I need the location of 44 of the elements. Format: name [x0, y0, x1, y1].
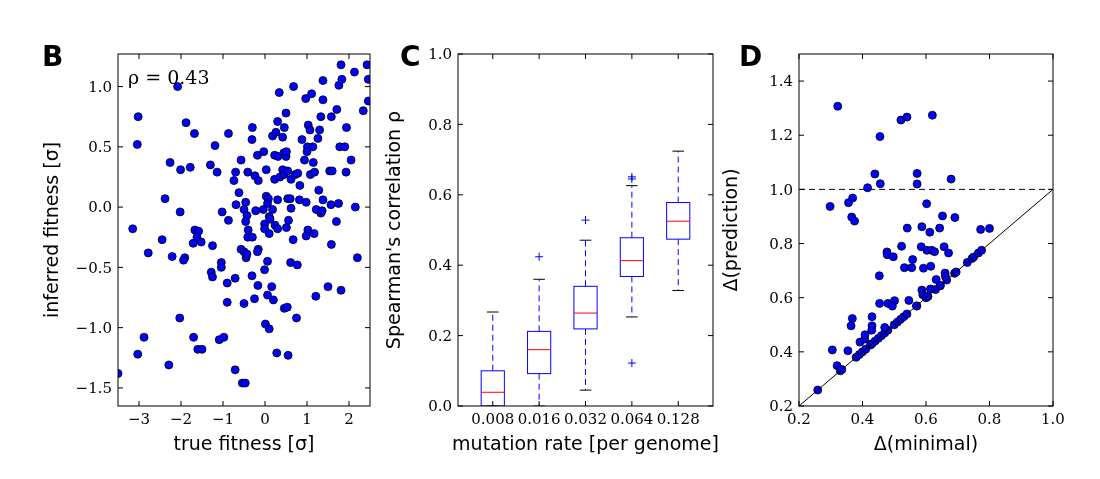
x-tick-label: 0.4 [850, 410, 875, 428]
x-tick-label: 0.6 [914, 410, 938, 428]
x-tick-label: −1 [211, 410, 235, 428]
y-tick-label: 0.4 [769, 343, 793, 362]
y-tick-label: −1.0 [75, 318, 112, 337]
y-tick-label: 0.0 [428, 397, 452, 416]
annotation: ρ = 0.43 [128, 66, 210, 88]
chart-title: C [400, 40, 421, 73]
y-tick-label: 1.0 [88, 77, 112, 96]
x-tick-label: −2 [169, 410, 193, 428]
y-tick-label: 0.0 [88, 198, 112, 217]
x-tick-label: 0.016 [517, 410, 561, 428]
x-axis-title: true fitness [σ] [173, 432, 315, 454]
y-tick-label: 0.6 [769, 288, 793, 307]
y-axis-title: Δ(prediction) [719, 168, 741, 292]
x-tick-label: 0.064 [610, 410, 654, 428]
y-tick-label: 0.5 [88, 138, 112, 157]
y-tick-label: 1.4 [769, 72, 793, 91]
chart-title: D [739, 40, 763, 73]
y-tick-label: −0.5 [75, 258, 112, 277]
y-tick-label: 0.2 [428, 326, 452, 345]
x-tick-label: 0.8 [977, 410, 1002, 428]
x-tick-label: 1.0 [1041, 410, 1065, 428]
y-tick-label: 0.4 [428, 256, 452, 275]
x-tick-label: 2 [344, 410, 354, 428]
x-axis-title: Δ(minimal) [873, 432, 979, 454]
y-tick-label: 1.0 [769, 180, 793, 199]
y-tick-label: 0.8 [769, 234, 793, 253]
x-axis-title: mutation rate [per genome] [452, 432, 719, 454]
y-axis-title: Spearman's correlation ρ [382, 110, 404, 350]
y-tick-label: 0.8 [428, 115, 452, 134]
y-tick-label: 1.0 [428, 45, 452, 64]
x-tick-label: 0.2 [787, 410, 811, 428]
chart-title: B [42, 40, 64, 73]
x-tick-label: 0.032 [564, 410, 607, 428]
y-tick-label: 1.2 [769, 126, 793, 145]
y-tick-label: 0.6 [428, 186, 452, 205]
x-tick-label: 1 [302, 410, 312, 428]
x-tick-label: 0 [260, 410, 270, 428]
y-tick-label: −1.5 [75, 379, 112, 398]
x-tick-label: 0.128 [656, 410, 700, 428]
y-axis-title: inferred fitness [σ] [40, 141, 62, 319]
x-tick-label: 0.008 [471, 410, 515, 428]
x-tick-label: −3 [127, 410, 151, 428]
